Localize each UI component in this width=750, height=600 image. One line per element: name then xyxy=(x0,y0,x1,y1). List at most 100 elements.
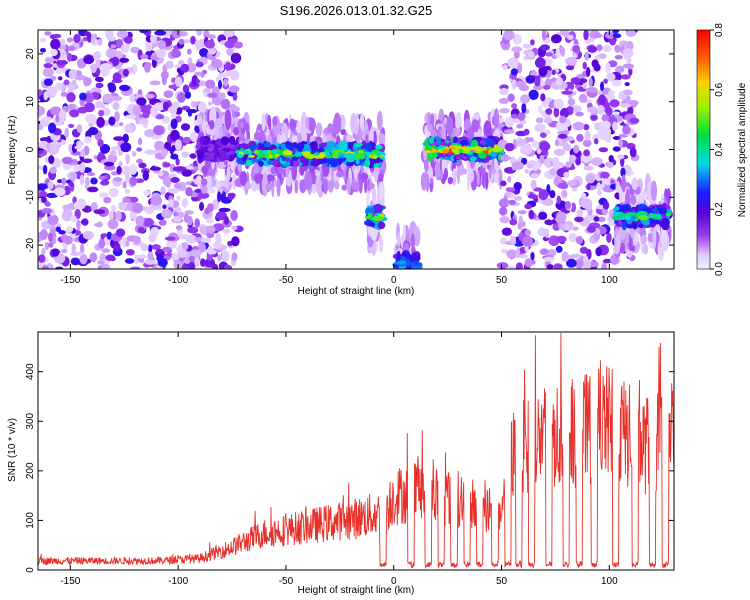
spectrogram-cell xyxy=(292,158,300,168)
spectrogram-cell xyxy=(442,148,450,154)
spectrogram-cell xyxy=(575,258,584,269)
spectrogram-cell xyxy=(185,234,197,244)
spectrogram-cell xyxy=(132,202,143,214)
spectrogram-cell xyxy=(158,171,164,177)
spectrogram-cell xyxy=(132,106,142,116)
spectrogram-cell xyxy=(150,106,159,117)
spectrogram-cell xyxy=(110,204,116,212)
spectrogram-cell xyxy=(571,105,582,113)
spectrogram-cell xyxy=(611,30,620,34)
spectrogram-cell xyxy=(138,162,147,169)
spectrogram-cell xyxy=(44,31,52,36)
spectrogram-cell xyxy=(397,260,406,264)
spectrogram-cell xyxy=(38,147,44,155)
snr-panel: -150 -100 -50 0 50 100 0 100 200 300 400 Height of… xyxy=(7,331,675,596)
spectrogram-cell xyxy=(205,225,216,234)
spectrogram-cell xyxy=(209,120,215,130)
spectrogram-cell xyxy=(193,177,203,185)
spectrogram-cell xyxy=(511,103,518,109)
spectrogram-cell xyxy=(524,203,533,210)
spectrogram-cell xyxy=(586,183,591,191)
spectrogram-cell xyxy=(523,128,530,136)
spectrogram-cell xyxy=(181,105,191,111)
spectrogram-cell xyxy=(266,174,275,182)
spectrogram-cell xyxy=(549,168,556,176)
spectrogram-cell xyxy=(215,211,227,221)
colorbar-tick-label: 0.2 xyxy=(714,202,725,216)
spectrogram-cell xyxy=(400,267,404,269)
spectrogram-cell xyxy=(74,208,81,220)
spectrogram-cells xyxy=(38,30,673,269)
spectrogram-cell xyxy=(42,116,52,121)
spectrogram-ylabel: Frequency (Hz) xyxy=(7,116,18,185)
spectrogram-cell xyxy=(124,258,135,264)
spectrogram-cell xyxy=(181,264,189,269)
spectrogram-cell xyxy=(284,156,291,162)
spectrogram-cell xyxy=(48,122,57,134)
spectrogram-cell xyxy=(249,154,255,158)
spectrogram-cell xyxy=(83,77,92,86)
spectrogram-cell xyxy=(622,89,633,96)
spectrogram-cell xyxy=(618,94,627,100)
spectrogram-cell xyxy=(145,93,155,99)
spectrogram-xtick-label: -50 xyxy=(279,275,294,286)
spectrogram-cell xyxy=(650,180,658,201)
snr-xtick-label: 100 xyxy=(601,576,618,587)
spectrogram-cell xyxy=(597,190,602,196)
spectrogram-cell xyxy=(566,258,577,268)
spectrogram-cell xyxy=(161,209,173,219)
spectrogram-cell xyxy=(609,179,615,184)
spectrogram-cell xyxy=(185,187,193,197)
spectrogram-cell xyxy=(620,167,626,178)
spectrogram-cell xyxy=(320,173,325,183)
spectrogram-cell xyxy=(160,186,166,196)
spectrogram-cell xyxy=(598,94,606,105)
spectrogram-cell xyxy=(564,223,570,231)
spectrogram-cell xyxy=(567,255,575,260)
spectrogram-cell xyxy=(231,174,237,190)
spectrogram-cell xyxy=(55,226,62,233)
spectrogram-cell xyxy=(170,129,180,141)
spectrogram-cell xyxy=(93,209,106,215)
spectrogram-cell xyxy=(231,236,240,247)
spectrogram-cell xyxy=(207,101,213,106)
spectrogram-cell xyxy=(48,155,55,165)
spectrogram-cell xyxy=(90,33,96,45)
spectrogram-cell xyxy=(202,88,211,93)
spectrogram-cell xyxy=(301,151,311,156)
spectrogram-cell xyxy=(606,107,613,117)
spectrogram-cell xyxy=(218,80,222,90)
spectrogram-cell xyxy=(553,98,564,109)
spectrogram-cell xyxy=(93,52,100,61)
spectrogram-cell xyxy=(515,247,521,259)
spectrogram-cell xyxy=(97,260,105,265)
spectrogram-cell xyxy=(625,188,630,209)
spectrogram-cell xyxy=(510,68,518,76)
spectrogram-cell xyxy=(534,57,546,69)
spectrogram-cell xyxy=(555,245,563,253)
spectrogram-cell xyxy=(79,162,86,173)
spectrogram-cell xyxy=(223,30,235,38)
spectrogram-cell xyxy=(170,153,179,160)
spectrogram-cell xyxy=(97,265,103,269)
spectrogram-cell xyxy=(103,161,115,167)
spectrogram-cell xyxy=(157,257,168,267)
spectrogram-cell xyxy=(206,231,215,239)
spectrogram-cell xyxy=(604,32,616,39)
spectrogram-cell xyxy=(163,162,171,168)
spectrogram-cell xyxy=(39,190,48,198)
spectrogram-cell xyxy=(591,157,603,166)
spectrogram-cell xyxy=(251,180,258,192)
spectrogram-cell xyxy=(150,226,160,237)
spectrogram-cell xyxy=(48,233,53,243)
spectrogram-cell xyxy=(528,209,534,220)
spectrogram-cell xyxy=(201,178,208,187)
spectrogram-cell xyxy=(424,150,432,154)
spectrogram-cell xyxy=(154,140,165,151)
spectrogram-cell xyxy=(62,204,74,211)
spectrogram-cell xyxy=(354,154,365,160)
spectrogram-cell xyxy=(197,192,210,199)
spectrogram-cell xyxy=(504,142,515,152)
spectrogram-cell xyxy=(130,46,140,54)
spectrogram-cell xyxy=(218,92,226,100)
